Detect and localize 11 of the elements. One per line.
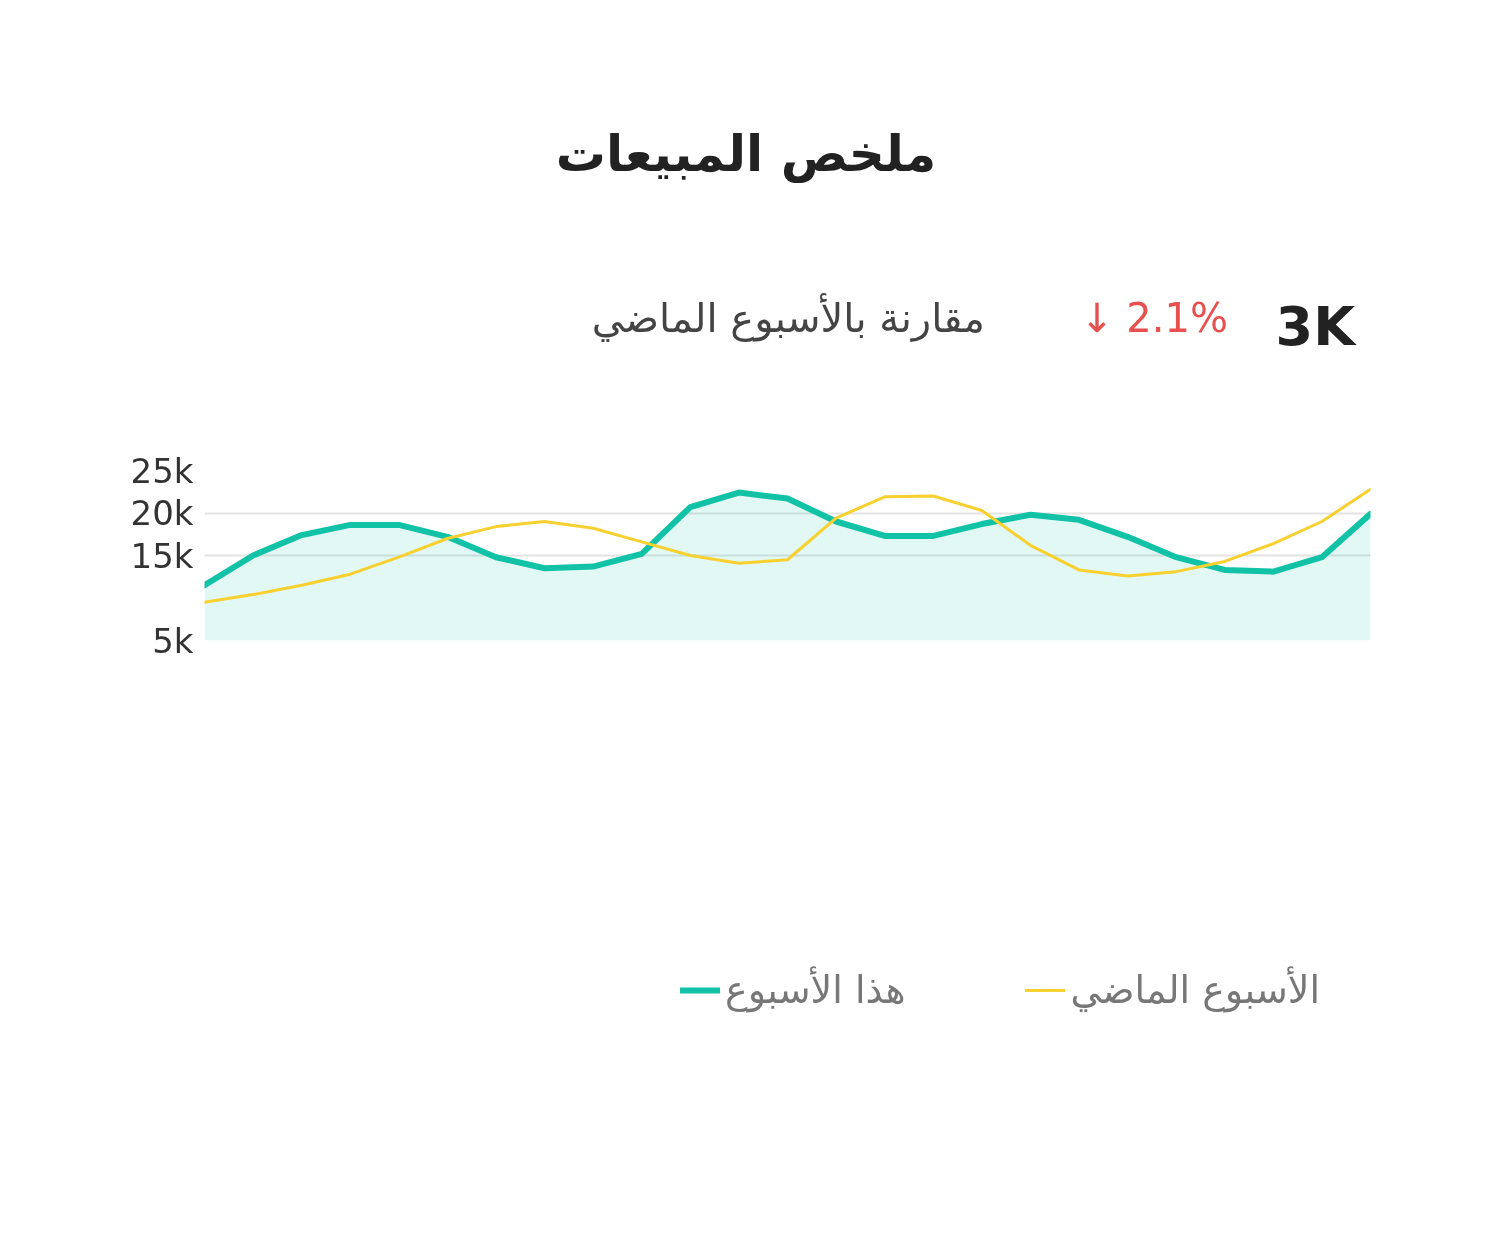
- y-tick-label: 20k: [130, 493, 194, 533]
- legend-label: الأسبوع الماضي: [1070, 968, 1320, 1012]
- y-tick-label: 5k: [152, 620, 194, 661]
- y-tick-label: 25k: [130, 450, 194, 491]
- legend-label: هذا الأسبوع: [724, 968, 906, 1012]
- chart-title: ملخص المبيعات: [554, 125, 938, 183]
- text: 3K: [1275, 295, 1355, 358]
- line-series: [204, 487, 1371, 604]
- text: ↓ 2.1%: [1080, 295, 1228, 341]
- text: مقارنة بالأسبوع الماضي: [591, 295, 985, 341]
- y-tick-label: 15k: [130, 535, 194, 576]
